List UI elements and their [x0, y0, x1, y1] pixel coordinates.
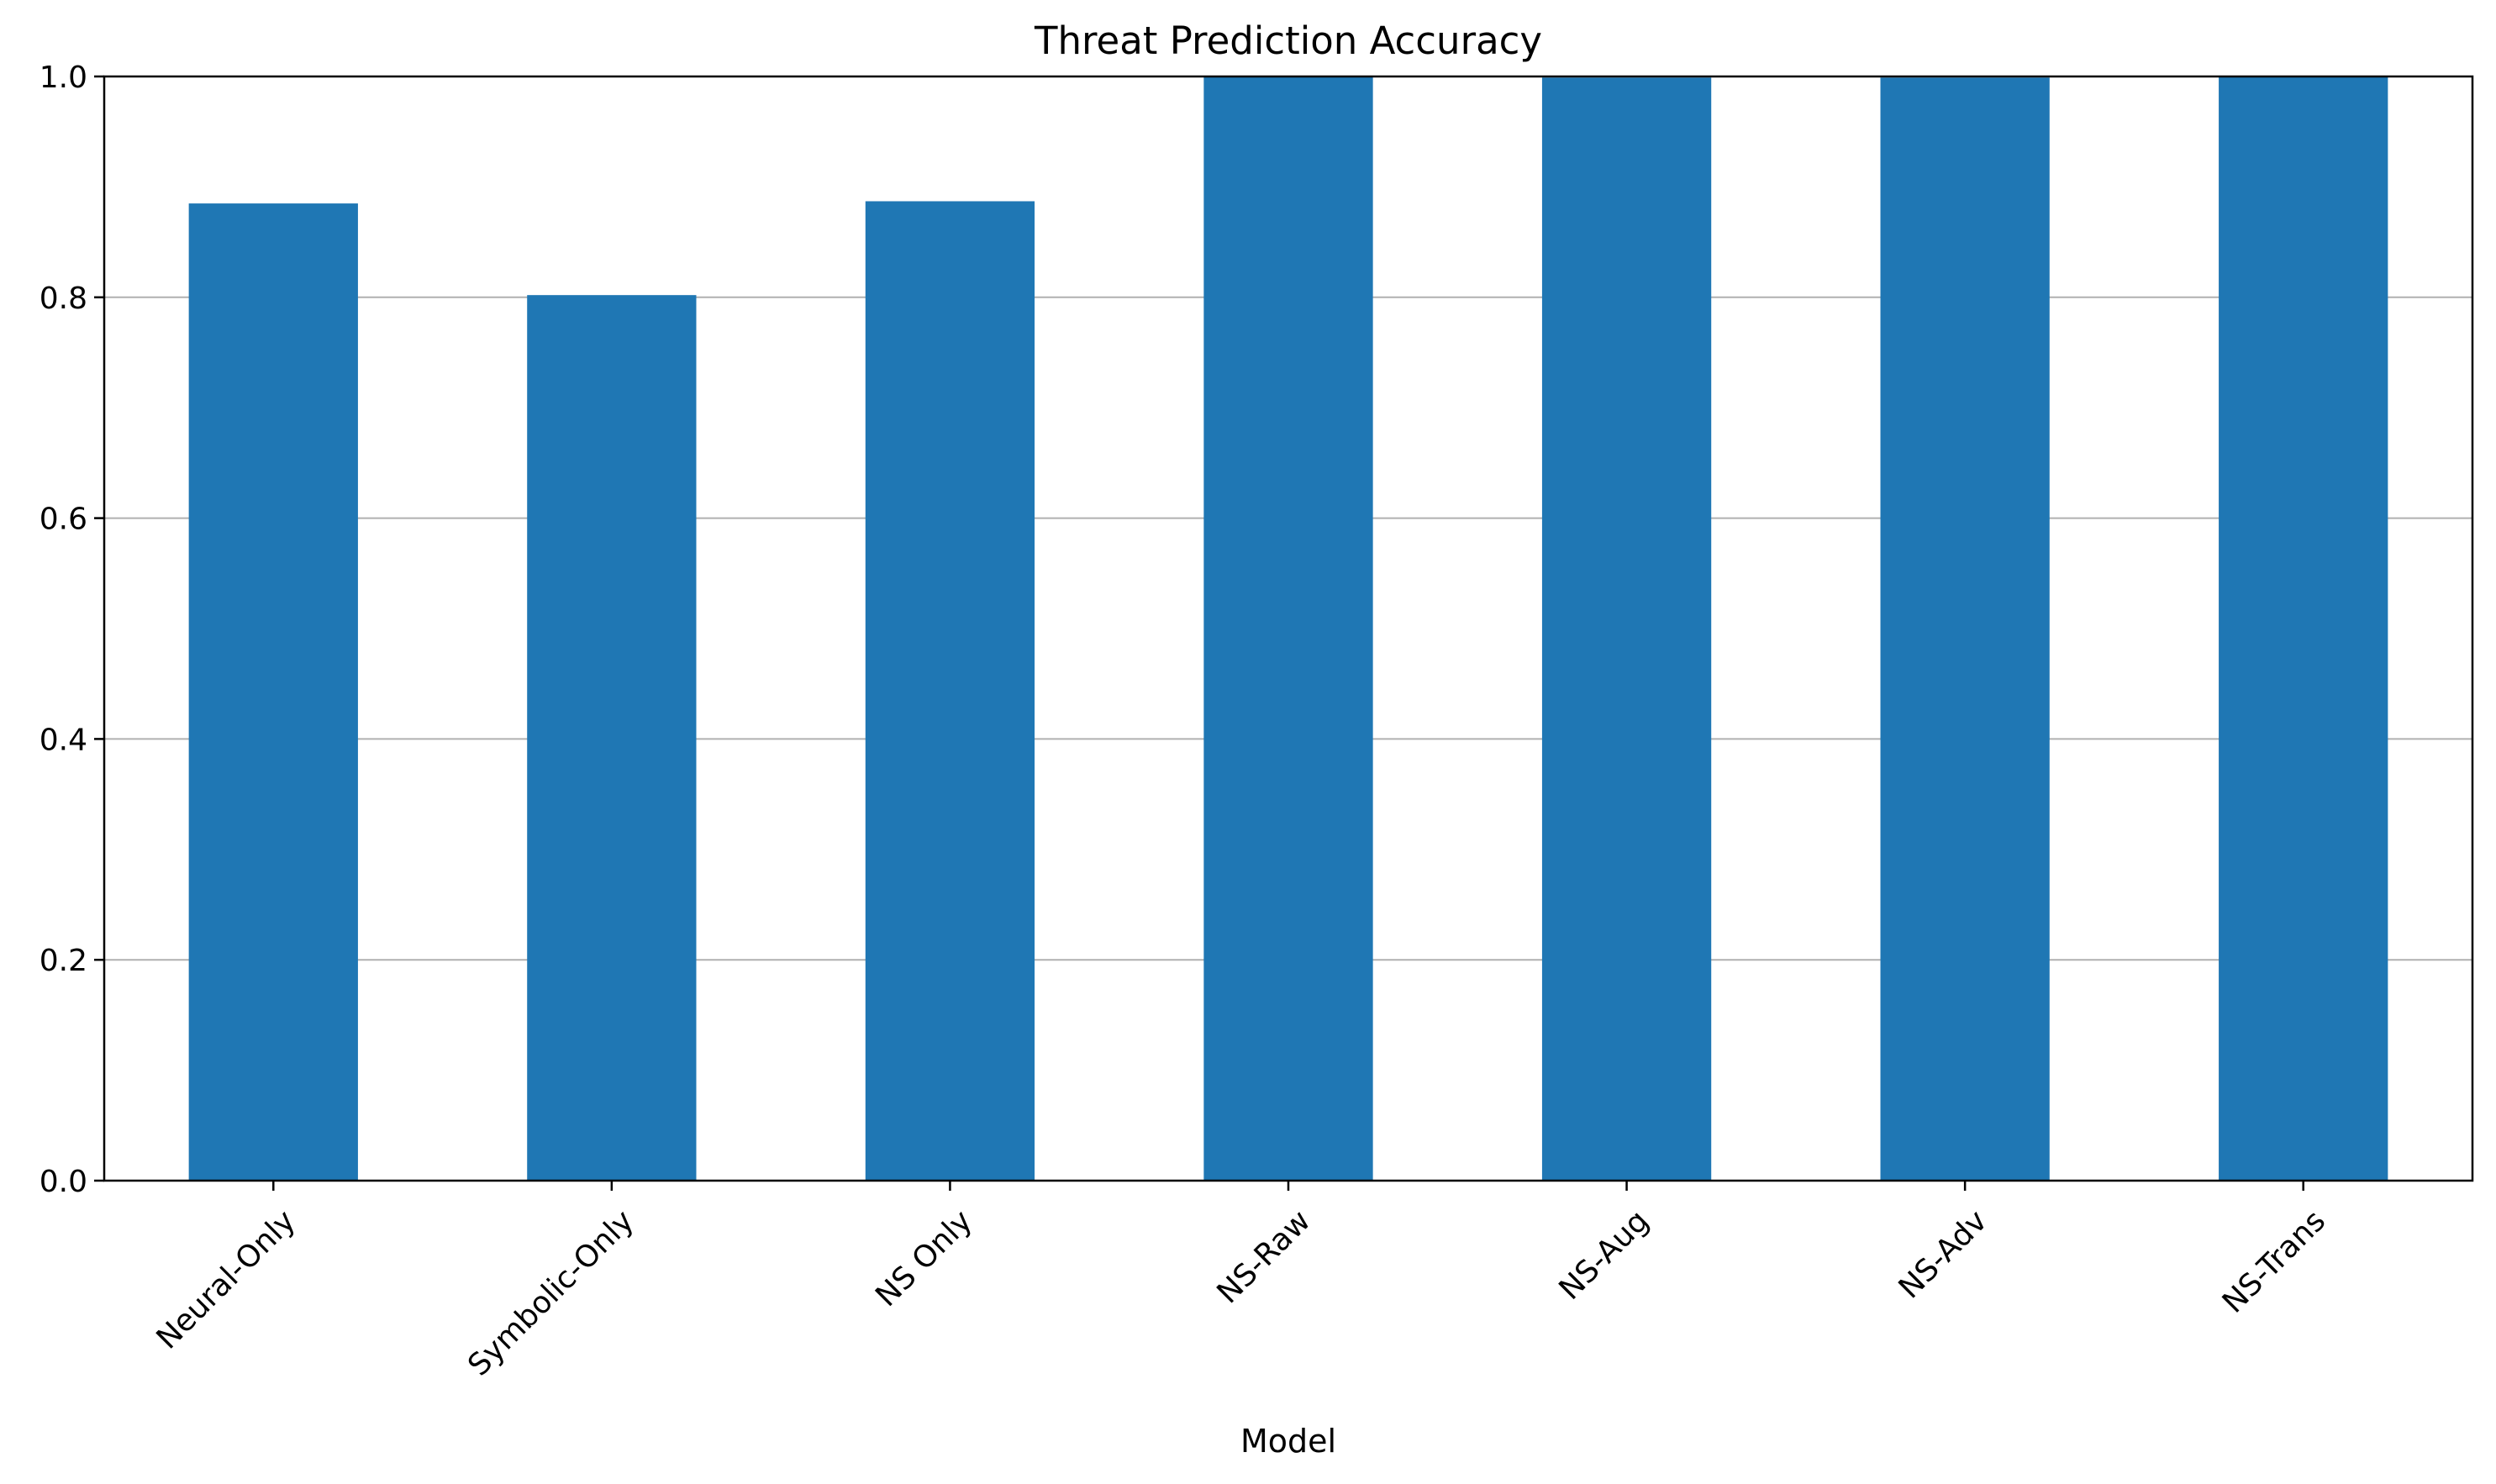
y-tick-label: 1.0	[39, 61, 87, 95]
x-tick-label: Symbolic-Only	[461, 1203, 640, 1382]
bars	[188, 76, 2388, 1181]
x-tick-label: Neural-Only	[150, 1203, 303, 1355]
x-tick-label: NS-Adv	[1893, 1203, 1994, 1305]
x-tick-label: NS-Trans	[2216, 1203, 2332, 1319]
y-tick-label: 0.6	[39, 503, 87, 537]
bar-neural-only	[188, 203, 358, 1181]
bar-ns-aug	[1541, 77, 1712, 1181]
x-tick-label: NS-Raw	[1211, 1203, 1318, 1310]
x-axis: Neural-Only Symbolic-Only NS Only NS-Raw NS-…	[150, 1181, 2332, 1383]
x-axis-title: Model	[1240, 1423, 1336, 1460]
chart-title: Threat Prediction Accuracy	[1034, 18, 1542, 63]
y-tick-label: 0.2	[39, 944, 87, 978]
bar-ns-only	[865, 201, 1035, 1181]
y-tick-label: 0.8	[39, 282, 87, 316]
bar-ns-raw	[1203, 76, 1373, 1181]
y-tick-label: 0.0	[39, 1165, 87, 1199]
bar-symbolic-only	[527, 295, 697, 1181]
y-axis: 0.0 0.2 0.4 0.6 0.8 1.0	[39, 61, 104, 1199]
y-tick-label: 0.4	[39, 723, 87, 757]
x-tick-label: NS Only	[869, 1203, 979, 1313]
bar-ns-adv	[1880, 77, 2050, 1181]
x-tick-label: NS-Aug	[1553, 1203, 1656, 1307]
bar-ns-trans	[2219, 76, 2388, 1181]
